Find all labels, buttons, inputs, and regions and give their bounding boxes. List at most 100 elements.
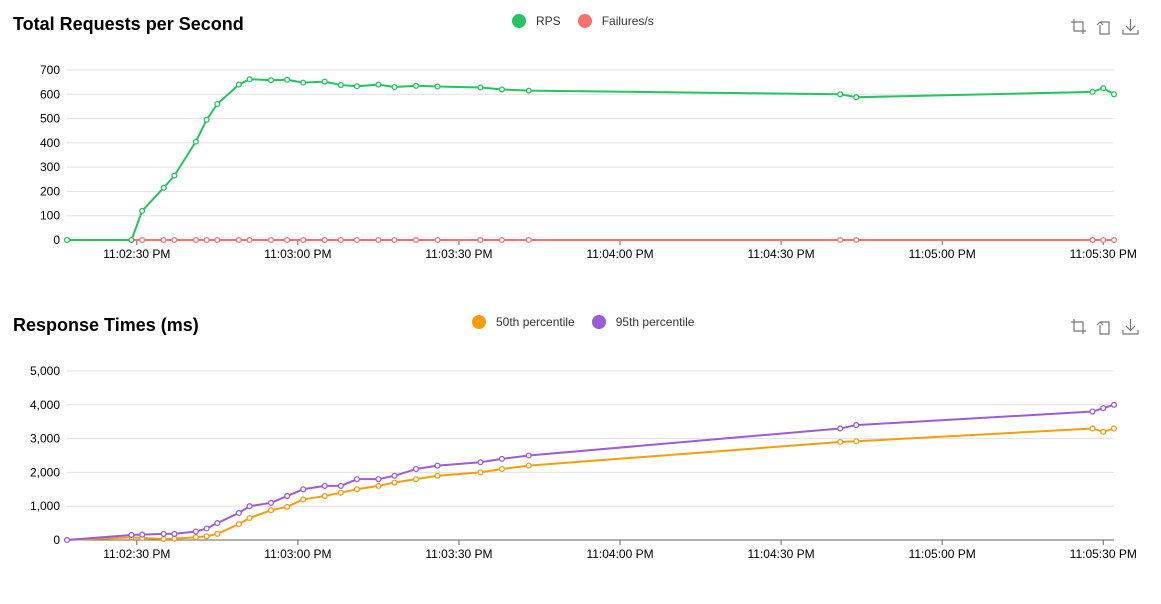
- data-point: [498, 86, 505, 93]
- legend-item-failures[interactable]: Failures/s: [577, 14, 654, 28]
- y-tick-label: 4,000: [30, 398, 60, 412]
- data-point: [284, 503, 291, 510]
- y-tick-label: 500: [40, 112, 60, 126]
- data-point: [246, 514, 253, 522]
- data-point: [321, 236, 328, 244]
- data-point: [321, 482, 328, 489]
- data-point: [235, 236, 242, 244]
- data-point: [139, 236, 146, 244]
- data-point: [434, 462, 441, 469]
- data-point: [139, 207, 146, 214]
- data-point: [1100, 405, 1107, 412]
- data-point: [171, 236, 178, 244]
- data-point: [353, 476, 360, 483]
- data-point: [477, 236, 484, 244]
- x-tick-label: 11:05:00 PM: [909, 247, 976, 261]
- data-point: [139, 531, 146, 538]
- legend-marker: [512, 14, 526, 28]
- data-point: [837, 91, 844, 98]
- data-point: [353, 236, 360, 244]
- zoom-icon[interactable]: [1070, 318, 1087, 335]
- data-point: [391, 236, 398, 244]
- y-tick-label: 200: [40, 184, 60, 198]
- data-point: [160, 236, 167, 244]
- data-point: [1110, 236, 1118, 244]
- legend-label: 50th percentile: [496, 315, 575, 329]
- data-point: [1089, 88, 1096, 95]
- data-point: [337, 482, 344, 489]
- data-point: [300, 486, 307, 493]
- x-tick-label: 11:03:00 PM: [264, 247, 331, 261]
- data-point: [434, 236, 441, 244]
- legend-item-rps[interactable]: RPS: [512, 14, 561, 28]
- data-point: [412, 465, 420, 473]
- data-point: [300, 496, 307, 503]
- data-point: [300, 79, 307, 86]
- download-icon[interactable]: [1122, 318, 1139, 335]
- chart-title: Total Requests per Second: [13, 14, 244, 34]
- y-tick-label: 0: [53, 533, 60, 547]
- data-point: [160, 184, 167, 191]
- data-point: [128, 531, 135, 538]
- x-tick-label: 11:04:00 PM: [586, 547, 653, 561]
- data-point: [203, 533, 210, 540]
- y-tick-label: 1,000: [30, 499, 60, 513]
- data-point: [171, 172, 178, 179]
- data-point: [853, 422, 860, 429]
- data-point: [1110, 91, 1118, 98]
- data-point: [477, 84, 484, 91]
- data-point: [375, 482, 382, 489]
- data-point: [235, 521, 242, 528]
- data-point: [853, 438, 860, 445]
- data-point: [1110, 401, 1118, 408]
- data-point: [63, 536, 71, 544]
- x-tick-label: 11:03:30 PM: [425, 247, 492, 261]
- legend-label: RPS: [536, 14, 561, 28]
- rps-chart-panel: Total Requests per Second RPS Failures/s…: [0, 0, 1161, 290]
- legend-item-p95[interactable]: 95th percentile: [591, 315, 694, 329]
- download-icon[interactable]: [1122, 18, 1139, 35]
- y-tick-label: 0: [53, 233, 60, 247]
- x-tick-label: 11:02:30 PM: [103, 247, 170, 261]
- data-point: [192, 236, 199, 244]
- legend-label: Failures/s: [601, 14, 654, 28]
- data-point: [267, 236, 275, 244]
- data-point: [391, 83, 398, 91]
- data-point: [246, 76, 253, 83]
- data-point: [837, 438, 844, 446]
- data-point: [128, 236, 135, 244]
- data-point: [837, 425, 844, 432]
- data-point: [1100, 428, 1107, 435]
- data-point: [1089, 425, 1096, 432]
- data-point: [214, 520, 221, 527]
- data-point: [235, 81, 242, 88]
- data-point: [412, 236, 420, 244]
- data-point: [391, 472, 398, 479]
- zoom-reset-icon[interactable]: [1096, 318, 1113, 335]
- data-point: [1089, 408, 1096, 415]
- y-tick-label: 400: [40, 136, 60, 150]
- x-tick-label: 11:03:30 PM: [425, 547, 492, 561]
- zoom-icon[interactable]: [1070, 18, 1087, 35]
- data-point: [434, 83, 441, 90]
- data-point: [214, 530, 221, 537]
- legend-item-p50[interactable]: 50th percentile: [472, 315, 575, 329]
- data-point: [284, 236, 291, 244]
- y-tick-label: 700: [40, 63, 60, 77]
- y-tick-label: 600: [40, 87, 60, 101]
- data-point: [477, 459, 484, 466]
- data-point: [837, 236, 844, 244]
- zoom-reset-icon[interactable]: [1096, 18, 1113, 35]
- x-tick-label: 11:05:00 PM: [909, 547, 976, 561]
- data-point: [853, 236, 860, 244]
- data-point: [203, 116, 210, 123]
- x-tick-label: 11:02:30 PM: [103, 547, 170, 561]
- data-point: [412, 82, 420, 89]
- y-tick-label: 2,000: [30, 465, 60, 479]
- series-line: [66, 427, 1115, 541]
- x-tick-label: 11:04:30 PM: [748, 547, 815, 561]
- data-point: [235, 509, 242, 517]
- legend-marker: [591, 315, 606, 329]
- data-point: [477, 469, 484, 476]
- y-tick-label: 3,000: [30, 432, 60, 446]
